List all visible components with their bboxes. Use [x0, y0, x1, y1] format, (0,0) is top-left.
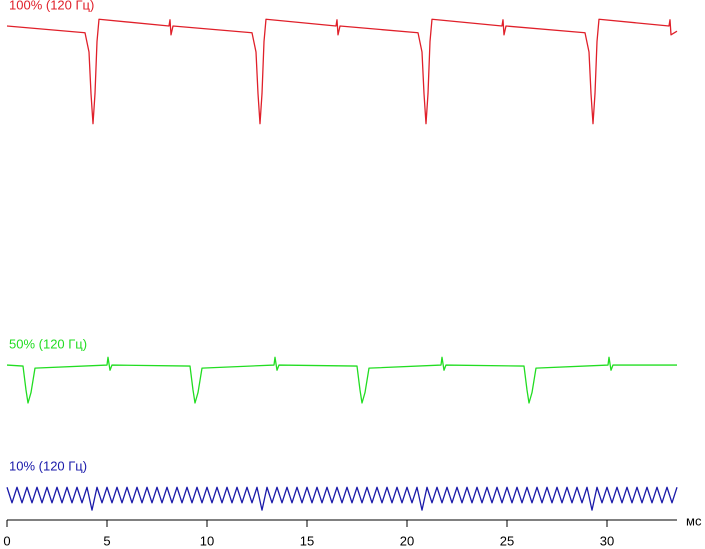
x-tick-label: 10 — [200, 533, 214, 548]
x-axis-label: мс — [686, 513, 702, 528]
x-tick-label: 15 — [300, 533, 314, 548]
x-tick-label: 30 — [600, 533, 614, 548]
trace — [6, 18, 678, 125]
x-tick-label: 20 — [400, 533, 414, 548]
x-tick-label: 25 — [500, 533, 514, 548]
series-label: 10% (120 Гц) — [9, 459, 87, 474]
series-label: 50% (120 Гц) — [9, 336, 87, 351]
x-tick-label: 0 — [3, 533, 10, 548]
series-label: 100% (120 Гц) — [9, 0, 94, 12]
trace — [6, 486, 678, 511]
x-tick-label: 5 — [103, 533, 110, 548]
trace — [6, 356, 677, 404]
